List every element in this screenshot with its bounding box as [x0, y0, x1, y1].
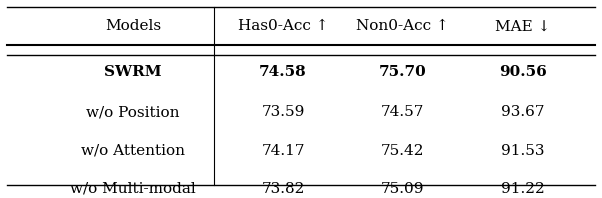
Text: 74.57: 74.57: [381, 105, 424, 119]
Text: Has0-Acc ↑: Has0-Acc ↑: [238, 19, 328, 33]
Text: 93.67: 93.67: [501, 105, 544, 119]
Text: Non0-Acc ↑: Non0-Acc ↑: [356, 19, 449, 33]
Text: 91.22: 91.22: [501, 182, 545, 196]
Text: 73.59: 73.59: [261, 105, 305, 119]
Text: 75.42: 75.42: [381, 144, 424, 158]
Text: 73.82: 73.82: [261, 182, 305, 196]
Text: 90.56: 90.56: [499, 65, 547, 79]
Text: 75.70: 75.70: [379, 65, 427, 79]
Text: 74.17: 74.17: [261, 144, 305, 158]
Text: 74.58: 74.58: [259, 65, 307, 79]
Text: Models: Models: [105, 19, 161, 33]
Text: w/o Attention: w/o Attention: [81, 144, 185, 158]
Text: w/o Position: w/o Position: [87, 105, 180, 119]
Text: SWRM: SWRM: [104, 65, 162, 79]
Text: w/o Multi-modal: w/o Multi-modal: [70, 182, 196, 196]
Text: 91.53: 91.53: [501, 144, 544, 158]
Text: MAE ↓: MAE ↓: [495, 19, 550, 33]
Text: 75.09: 75.09: [381, 182, 424, 196]
